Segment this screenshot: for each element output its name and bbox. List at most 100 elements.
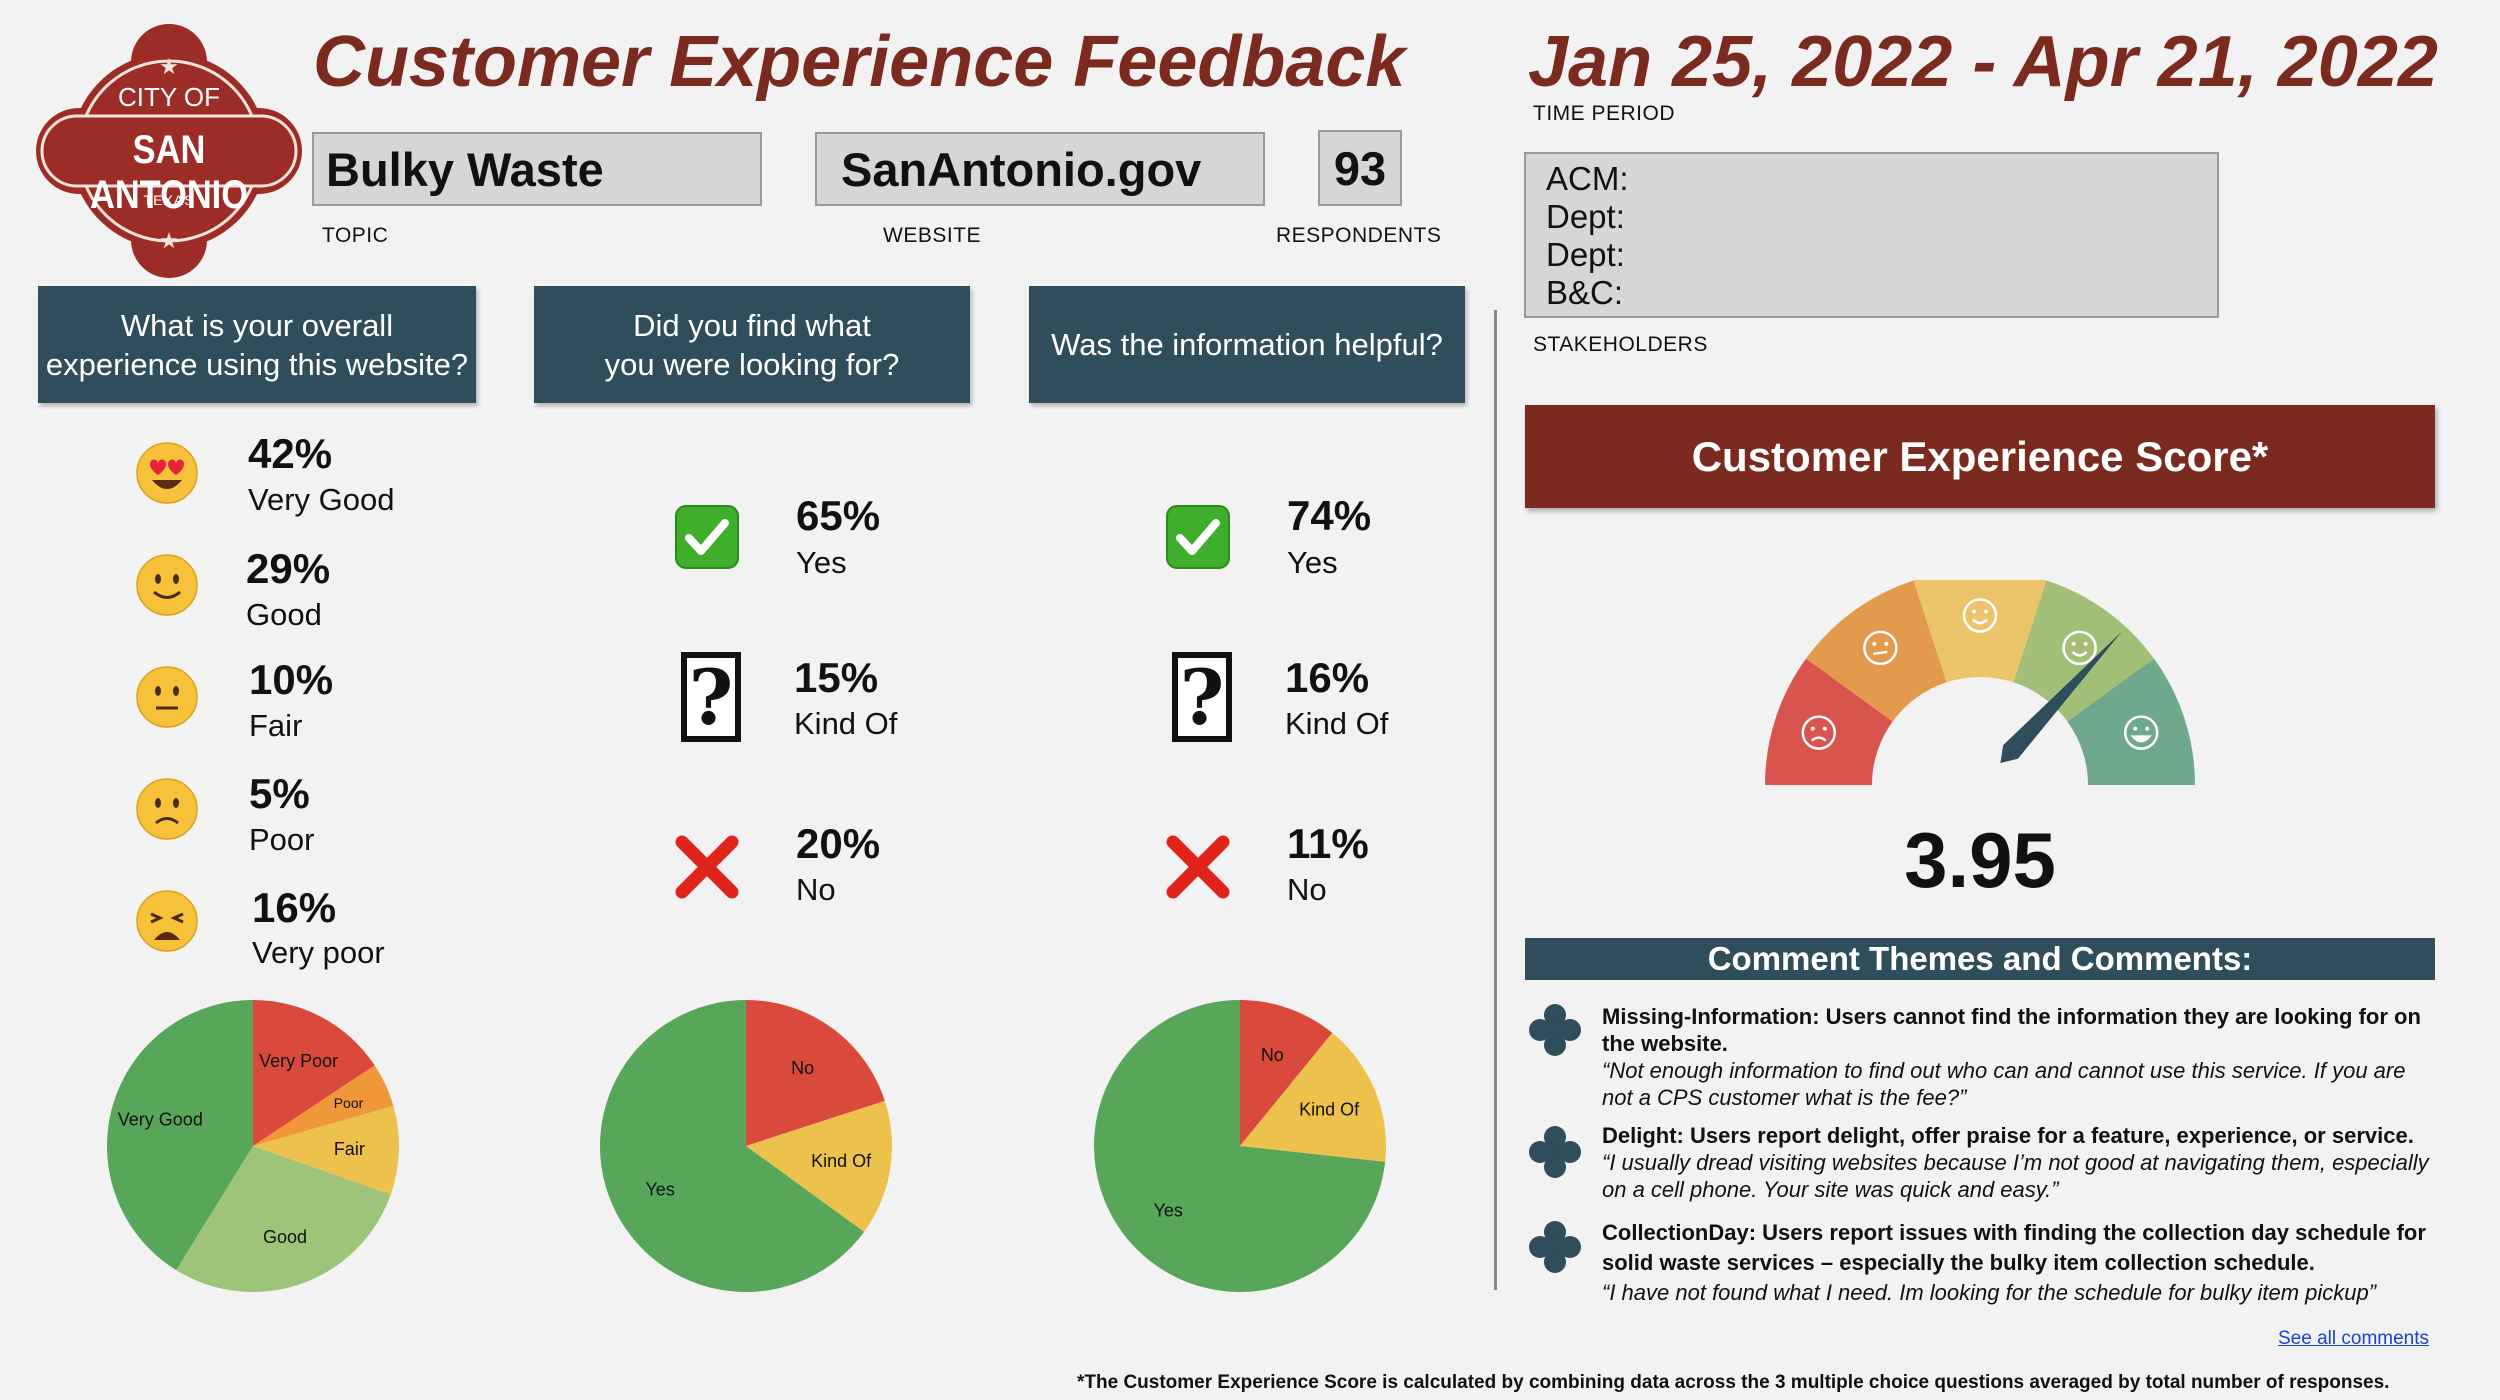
theme-collection-day: CollectionDay: Users report issues with … [1602,1218,2442,1308]
theme-3-title: CollectionDay: Users report issues with … [1602,1220,2426,1275]
smile-face-icon [2062,630,2097,666]
gauge-segment-2 [1806,580,1947,722]
q3-yes-label: Yes [1287,545,1338,580]
time-period-caption: TIME PERIOD [1533,102,1676,125]
club-icon [1529,1126,1581,1178]
pie-label-no: No [791,1058,814,1078]
pie-label-kind-of: Kind Of [1299,1099,1360,1119]
respondents-field: 93 [1318,130,1402,206]
stakeholders-caption: STAKEHOLDERS [1533,333,1708,356]
neutral-emoji-icon [136,666,198,728]
question-2-heading-text: Did you find what you were looking for? [604,307,900,382]
gauge-segment-1 [1765,658,1893,785]
question-2-heading: Did you find what you were looking for? [534,286,970,403]
pie-label-no: No [1261,1045,1284,1065]
gauge-segment-4 [2013,580,2154,722]
vertical-divider [1494,310,1497,1290]
q1-good-label: Good [246,597,322,632]
svg-text:★: ★ [159,228,179,253]
pie-label-good: Good [263,1227,307,1247]
svg-text:?: ? [1180,653,1225,742]
q1-poor-label: Poor [249,822,315,857]
pie-label-fair: Fair [334,1139,365,1159]
logo-line-city-of: CITY OF [117,82,221,112]
pie-label-kind-of: Kind Of [811,1151,872,1171]
date-range: Jan 25, 2022 - Apr 21, 2022 [1528,22,2438,102]
website-value: SanAntonio.gov [841,142,1202,196]
pie-slice-poor [253,1065,394,1146]
page-title: Customer Experience Feedback [313,22,1406,102]
q2-no-label: No [796,872,836,907]
smile-face-icon [1962,598,1998,633]
q1-fair-label: Fair [249,708,303,743]
gauge-needle [2000,631,2122,763]
frown-emoji-icon [136,778,198,840]
score-gauge [1765,580,2195,785]
q1-very-poor-label: Very poor [252,935,385,970]
q3-kind-of-label: Kind Of [1285,706,1389,741]
heart-eyes-emoji-icon [136,442,198,504]
frown-face-icon [1801,715,1837,750]
grin-face-icon [2123,715,2159,750]
club-icon [1529,1004,1581,1056]
weary-emoji-icon [136,890,198,952]
question-mark-icon: ? [681,652,741,742]
q3-no-pct: 11% [1287,820,1369,867]
respondents-caption: RESPONDENTS [1276,224,1442,247]
q2-kind-of-label: Kind Of [794,706,898,741]
city-logo: ★ ★ CITY OF SAN ANTONIO TEXAS [34,20,304,282]
logo-line-san-antonio: SAN ANTONIO [90,128,248,217]
stakeholder-dept-2: Dept: [1546,236,1625,273]
comment-themes-heading: Comment Themes and Comments: [1525,938,2435,980]
topic-value: Bulky Waste [326,142,604,196]
respondents-value: 93 [1333,141,1387,195]
q1-good-pct: 29% [246,545,331,592]
skeptical-face-icon [1863,630,1898,666]
q2-no-pct: 20% [796,820,881,867]
pie-slice-no [1240,1000,1333,1146]
stakeholder-bc: B&C: [1546,274,1624,311]
stakeholders-box: ACM: Dept: Dept: B&C: [1524,152,2219,318]
pie-label-very-good: Very Good [118,1110,203,1130]
logo-line-texas: TEXAS [143,192,195,208]
pie-label-yes: Yes [645,1180,674,1200]
gauge-segment-5 [2067,658,2195,785]
q2-yes-pct: 65% [796,492,881,539]
pie-slice-good [176,1146,391,1292]
question-mark-icon: ? [1172,652,1232,742]
pie-slice-kind-of [1240,1032,1386,1162]
see-all-comments-link[interactable]: See all comments [2278,1328,2430,1349]
q1-fair-pct: 10% [249,656,334,703]
theme-3-comment: “I have not found what I need. Im lookin… [1602,1280,2377,1305]
website-field: SanAntonio.gov [815,132,1265,206]
pie-label-yes: Yes [1154,1200,1183,1220]
pie-slice-kind-of [746,1100,892,1232]
pie-slice-fair [253,1106,399,1195]
pie-label-poor: Poor [334,1095,364,1111]
stakeholder-dept-1: Dept: [1546,198,1625,235]
pie-slice-yes [600,1000,865,1292]
pie-slice-yes [1094,1000,1386,1292]
question-3-heading: Was the information helpful? [1029,286,1465,403]
check-mark-icon [675,505,739,569]
cross-mark-icon [675,835,739,899]
score-value: 3.95 [1904,816,2056,904]
q1-very-good-label: Very Good [248,482,395,517]
theme-2-title: Delight: Users report delight, offer pra… [1602,1123,2414,1148]
q2-kind-of-pct: 15% [794,654,879,701]
q3-no-label: No [1287,872,1327,907]
pie-slice-very-good [106,1000,254,1271]
q2-yes-label: Yes [796,545,847,580]
q3-kind-of-pct: 16% [1285,654,1370,701]
smile-emoji-icon [136,554,198,616]
q3-yes-pct: 74% [1287,492,1372,539]
topic-field: Bulky Waste [312,132,762,206]
cross-mark-icon [1166,835,1230,899]
stakeholder-acm: ACM: [1546,160,1629,197]
q1-very-good-pct: 42% [248,430,333,477]
svg-text:★: ★ [159,54,179,79]
website-caption: WEBSITE [883,224,982,247]
theme-2-comment: “I usually dread visiting websites becau… [1602,1150,2429,1202]
check-mark-icon [1166,505,1230,569]
information-helpful-pie-chart: No Kind Of Yes [1094,1000,1386,1292]
